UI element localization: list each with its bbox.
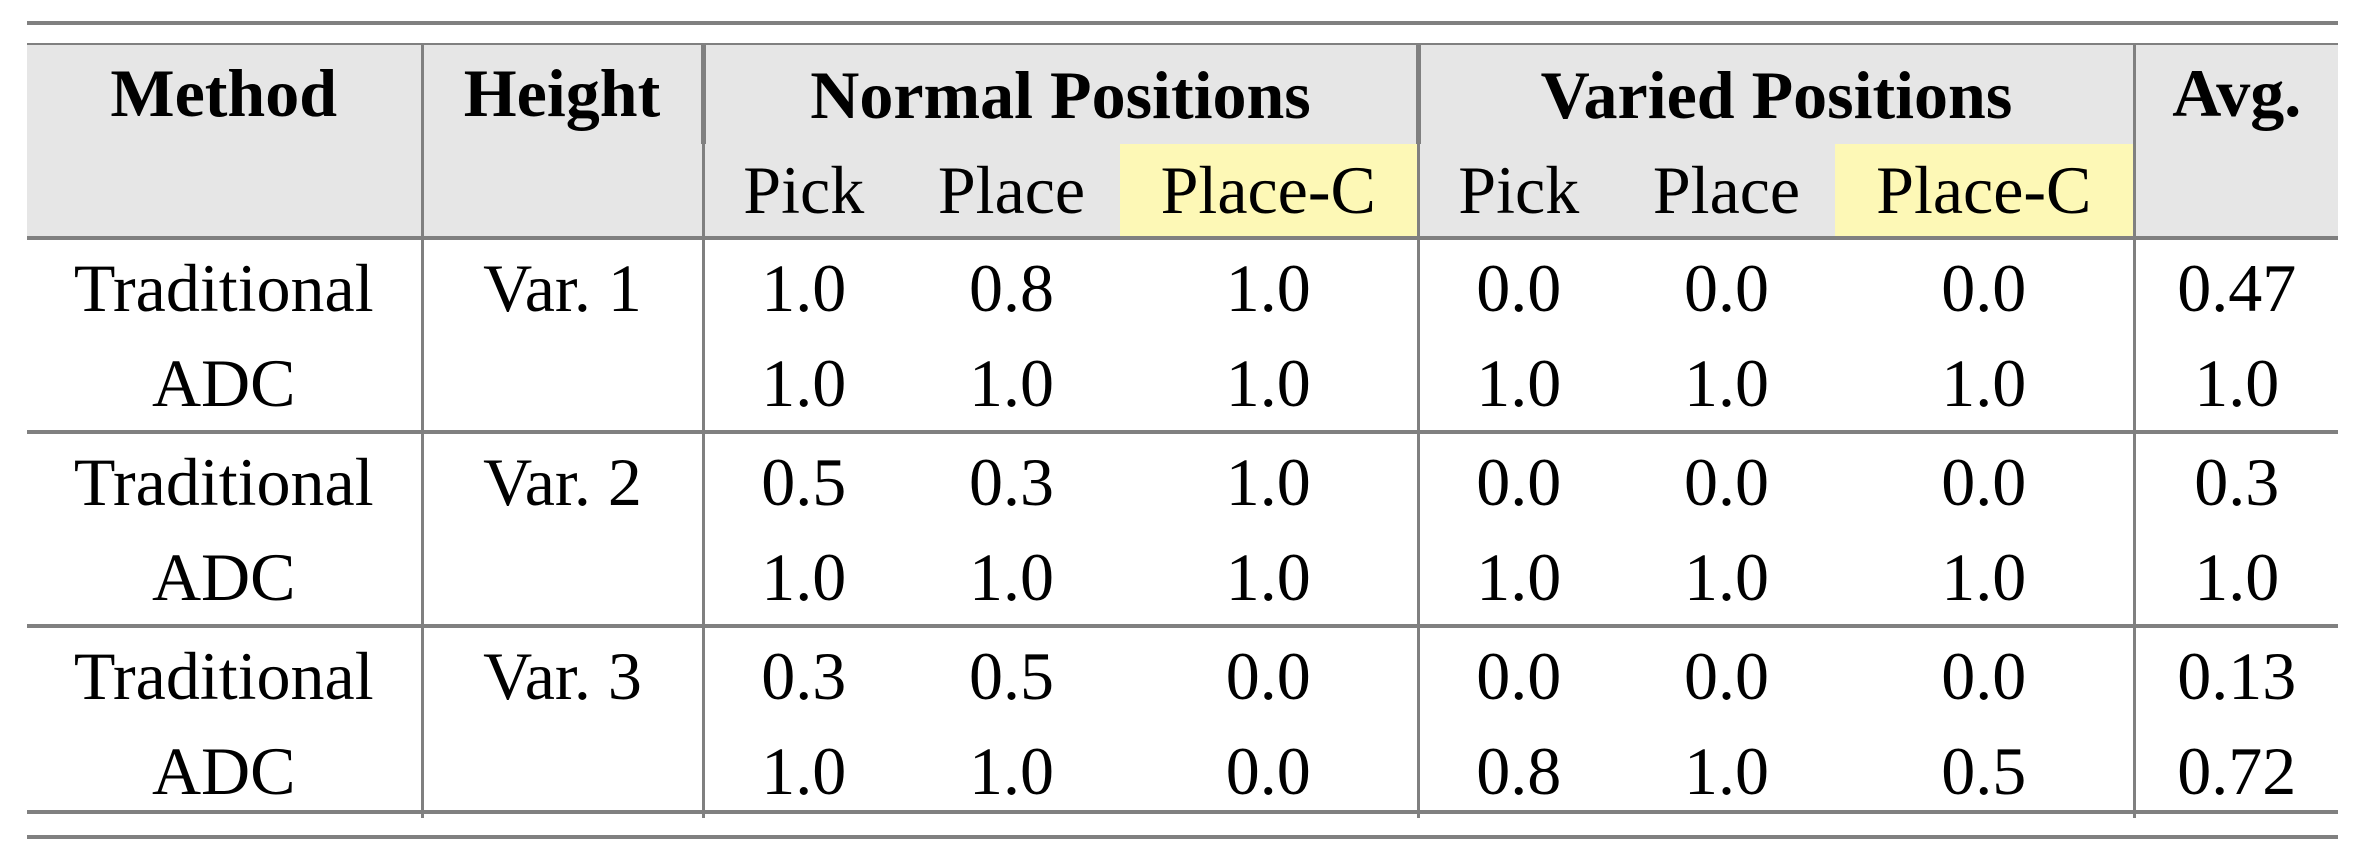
normal-place-cell: 0.5 xyxy=(903,624,1120,723)
header-normal-place: Place xyxy=(903,144,1120,238)
header-normal-positions: Normal Positions xyxy=(700,45,1418,144)
normal-pick-cell: 1.0 xyxy=(701,723,903,818)
avg-cell: 1.0 xyxy=(2132,335,2339,432)
header-height: Height xyxy=(420,45,703,238)
header-avg: Avg. xyxy=(2132,45,2339,238)
bottom-rule-2 xyxy=(27,835,2338,839)
header-varied-place-c: Place-C xyxy=(1835,144,2135,238)
varied-place-cell: 1.0 xyxy=(1684,732,1769,809)
normal-pick-cell: 0.5 xyxy=(701,430,903,529)
method-cell: Traditional xyxy=(27,430,422,529)
normal-place-cell: 1.0 xyxy=(969,344,1054,421)
table-row: Traditional Var. 3 0.3 0.5 0.0 0.0 0.0 0.0 0.13 xyxy=(27,624,2339,723)
varied-pick-cell: 1.0 xyxy=(1416,529,1618,626)
header-varied-place: Place xyxy=(1618,144,1835,238)
method-cell: ADC xyxy=(151,538,296,615)
varied-pick-cell: 0.0 xyxy=(1416,236,1618,335)
header-method: Method xyxy=(27,45,422,238)
top-rule xyxy=(27,21,2338,25)
header-normal-place-c: Place-C xyxy=(1120,144,1418,238)
normal-place-c-cell: 1.0 xyxy=(1120,236,1418,335)
height-cell: Var. 3 xyxy=(420,624,703,723)
varied-place-c-cell: 1.0 xyxy=(1941,344,2027,421)
varied-pick-cell: 0.0 xyxy=(1416,624,1618,723)
normal-place-c-cell: 0.0 xyxy=(1225,732,1311,809)
method-cell: ADC xyxy=(151,344,296,421)
normal-place-c-cell: 1.0 xyxy=(1225,344,1311,421)
height-cell xyxy=(420,335,703,432)
varied-place-cell: 1.0 xyxy=(1684,344,1769,421)
header-varied-positions: Varied Positions xyxy=(1415,45,2135,144)
varied-pick-cell: 0.0 xyxy=(1416,430,1618,529)
normal-place-cell: 0.3 xyxy=(903,430,1120,529)
varied-pick-cell: 1.0 xyxy=(1416,335,1618,432)
height-cell: Var. 1 xyxy=(420,236,703,335)
varied-place-cell: 0.0 xyxy=(1618,236,1835,335)
varied-place-cell: 1.0 xyxy=(1684,538,1769,615)
varied-place-c-cell: 0.0 xyxy=(1835,624,2135,723)
normal-place-c-cell: 0.0 xyxy=(1120,624,1418,723)
normal-place-cell: 1.0 xyxy=(969,538,1054,615)
normal-place-cell: 0.8 xyxy=(903,236,1120,335)
table-row: ADC 1.0 1.0 0.0 0.8 1.0 0.5 0.72 xyxy=(27,723,2339,818)
normal-pick-cell: 1.0 xyxy=(701,335,903,432)
varied-place-cell: 0.0 xyxy=(1618,624,1835,723)
table-row: ADC 1.0 1.0 1.0 1.0 1.0 1.0 1.0 xyxy=(27,335,2339,432)
normal-place-c-cell: 1.0 xyxy=(1225,538,1311,615)
normal-place-cell: 1.0 xyxy=(969,732,1054,809)
table-row: Traditional Var. 1 1.0 0.8 1.0 0.0 0.0 0.0 0.47 xyxy=(27,236,2339,335)
height-cell xyxy=(420,723,703,818)
method-cell: Traditional xyxy=(27,624,422,723)
method-cell: Traditional xyxy=(27,236,422,335)
height-cell xyxy=(420,529,703,626)
results-table: Method Height Normal Positions Varied Po… xyxy=(27,45,2339,818)
table-row: ADC 1.0 1.0 1.0 1.0 1.0 1.0 1.0 xyxy=(27,529,2339,626)
normal-pick-cell: 1.0 xyxy=(701,236,903,335)
avg-cell: 0.13 xyxy=(2132,624,2339,723)
varied-place-cell: 0.0 xyxy=(1618,430,1835,529)
avg-cell: 0.3 xyxy=(2132,430,2339,529)
header-varied-pick: Pick xyxy=(1416,144,1618,238)
avg-cell: 1.0 xyxy=(2132,529,2339,626)
method-cell: ADC xyxy=(151,732,296,809)
header-normal-pick: Pick xyxy=(701,144,903,238)
avg-cell: 0.72 xyxy=(2132,723,2339,818)
normal-pick-cell: 1.0 xyxy=(701,529,903,626)
varied-place-c-cell: 0.0 xyxy=(1835,236,2135,335)
table-row: Traditional Var. 2 0.5 0.3 1.0 0.0 0.0 0.0 0.3 xyxy=(27,430,2339,529)
normal-pick-cell: 0.3 xyxy=(701,624,903,723)
varied-pick-cell: 0.8 xyxy=(1416,723,1618,818)
bottom-rule-1 xyxy=(27,810,2338,814)
avg-cell: 0.47 xyxy=(2132,236,2339,335)
varied-place-c-cell: 1.0 xyxy=(1941,538,2027,615)
varied-place-c-cell: 0.5 xyxy=(1941,732,2027,809)
height-cell: Var. 2 xyxy=(420,430,703,529)
normal-place-c-cell: 1.0 xyxy=(1120,430,1418,529)
varied-place-c-cell: 0.0 xyxy=(1835,430,2135,529)
